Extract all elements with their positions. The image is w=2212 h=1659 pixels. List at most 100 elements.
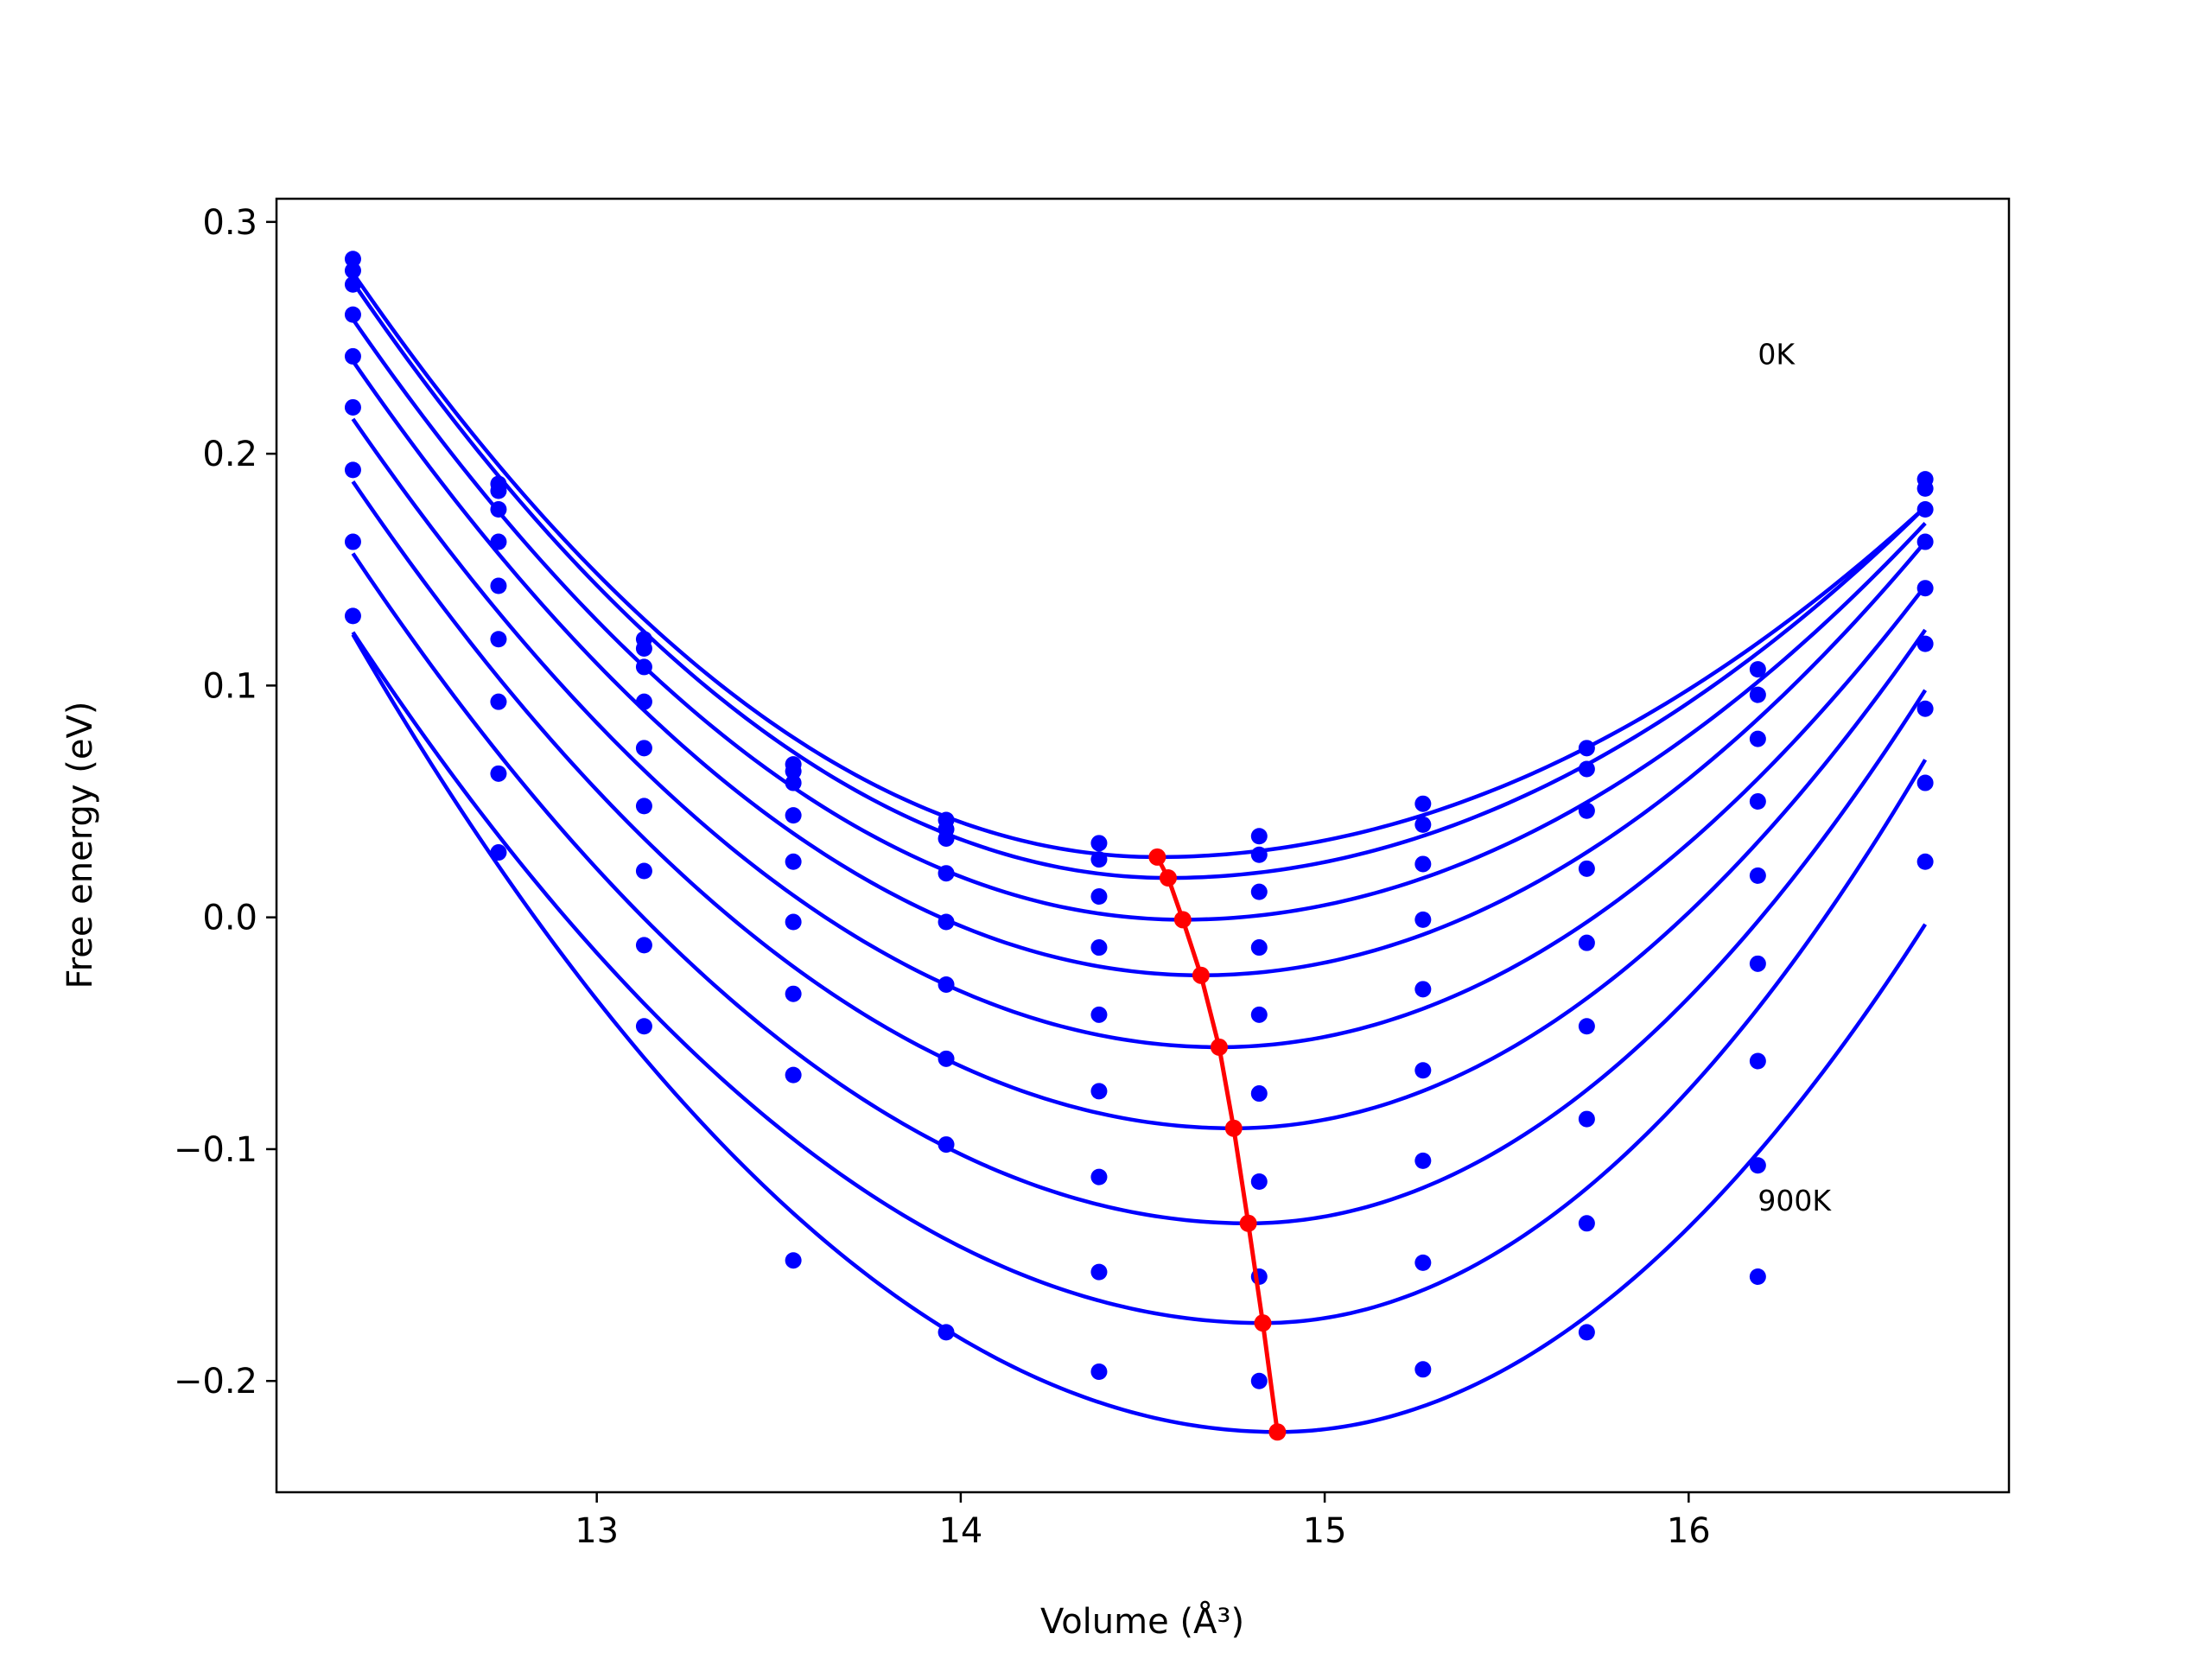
data-point-5-9 xyxy=(1749,955,1766,972)
equilibrium-line xyxy=(1148,848,1287,1441)
equilibrium-point-2 xyxy=(1173,911,1192,929)
data-point-8-10 xyxy=(1916,853,1934,870)
data-point-2-6 xyxy=(1250,883,1268,900)
data-point-4-0 xyxy=(344,347,361,365)
data-point-8-9 xyxy=(1749,1268,1766,1285)
data-point-3-9 xyxy=(1749,793,1766,810)
y-tick-label-4: 0.2 xyxy=(202,435,257,474)
data-point-5-8 xyxy=(1578,1018,1595,1035)
data-point-7-0 xyxy=(344,533,361,550)
data-point-1-5 xyxy=(1090,851,1108,868)
data-point-7-9 xyxy=(1749,1157,1766,1174)
data-point-1-2 xyxy=(635,639,652,657)
data-point-0-7 xyxy=(1414,795,1432,812)
data-point-6-3 xyxy=(785,985,802,1002)
data-point-3-1 xyxy=(490,533,507,550)
data-point-2-7 xyxy=(1414,855,1432,873)
data-point-8-7 xyxy=(1414,1361,1432,1378)
data-point-5-0 xyxy=(344,398,361,416)
data-point-6-1 xyxy=(490,693,507,710)
data-point-2-3 xyxy=(785,774,802,791)
data-point-2-10 xyxy=(1916,500,1934,518)
data-point-0-0 xyxy=(344,251,361,268)
data-point-2-8 xyxy=(1578,802,1595,819)
data-point-2-0 xyxy=(344,276,361,293)
data-point-2-1 xyxy=(490,500,507,518)
data-point-5-7 xyxy=(1414,1062,1432,1079)
x-tick-label-0: 13 xyxy=(575,1511,619,1551)
data-point-7-2 xyxy=(635,937,652,954)
data-point-3-3 xyxy=(785,807,802,824)
data-point-1-3 xyxy=(785,763,802,780)
data-point-4-1 xyxy=(490,577,507,594)
fit-curve-3 xyxy=(351,359,1927,977)
data-point-8-5 xyxy=(1090,1363,1108,1380)
fit-curve-8 xyxy=(351,633,1928,1434)
data-point-5-1 xyxy=(490,631,507,648)
plot-area-frame xyxy=(275,197,2011,1494)
data-point-0-5 xyxy=(1090,835,1108,852)
x-axis-label-main: Volume xyxy=(1040,1602,1169,1642)
data-point-3-7 xyxy=(1414,911,1432,928)
data-point-1-8 xyxy=(1578,760,1595,778)
fit-curve-7 xyxy=(351,631,1928,1325)
y-axis-ticks: −0.2 −0.1 0.0 0.1 0.2 0.3 xyxy=(174,203,276,1402)
data-point-4-10 xyxy=(1916,580,1934,597)
data-point-6-0 xyxy=(344,461,361,479)
data-point-7-10 xyxy=(1916,774,1934,791)
equilibrium-point-7 xyxy=(1254,1314,1272,1332)
data-point-0-8 xyxy=(1578,740,1595,757)
data-point-3-10 xyxy=(1916,533,1934,550)
data-point-5-4 xyxy=(938,976,955,993)
data-point-7-4 xyxy=(938,1136,955,1154)
fit-curve-6 xyxy=(351,552,1928,1226)
data-point-3-4 xyxy=(938,865,955,882)
x-tick-label-3: 16 xyxy=(1667,1511,1711,1551)
data-point-1-7 xyxy=(1414,816,1432,833)
x-axis-ticks: 13 14 15 16 xyxy=(575,1492,1711,1551)
data-point-6-8 xyxy=(1578,1110,1595,1128)
y-tick-label-1: −0.1 xyxy=(174,1130,257,1170)
data-point-6-2 xyxy=(635,862,652,880)
data-point-7-7 xyxy=(1414,1254,1432,1271)
equilibrium-point-8 xyxy=(1268,1423,1287,1441)
data-point-2-4 xyxy=(938,830,955,847)
equilibrium-point-6 xyxy=(1239,1214,1257,1232)
data-point-4-3 xyxy=(785,853,802,870)
y-tick-label-2: 0.0 xyxy=(202,899,257,938)
data-point-4-2 xyxy=(635,740,652,757)
equilibrium-point-1 xyxy=(1159,869,1177,887)
fit-curve-1 xyxy=(351,281,1927,880)
data-point-5-6 xyxy=(1250,1085,1268,1103)
data-point-8-0 xyxy=(344,607,361,625)
x-axis-label-unit: (Å³) xyxy=(1179,1600,1244,1642)
data-point-8-4 xyxy=(938,1324,955,1341)
data-point-2-5 xyxy=(1090,888,1108,906)
equilibrium-point-3 xyxy=(1192,966,1210,984)
data-point-8-3 xyxy=(785,1252,802,1269)
data-point-1-10 xyxy=(1916,480,1934,497)
data-point-8-8 xyxy=(1578,1324,1595,1341)
data-point-7-1 xyxy=(490,765,507,782)
equilibrium-point-4 xyxy=(1210,1038,1228,1056)
data-point-0-9 xyxy=(1749,661,1766,678)
y-axis-label: Free energy (eV) xyxy=(60,702,100,989)
data-point-2-2 xyxy=(635,658,652,676)
data-point-4-4 xyxy=(938,913,955,931)
data-point-8-1 xyxy=(490,844,507,861)
data-point-7-3 xyxy=(785,1066,802,1084)
y-tick-label-3: 0.1 xyxy=(202,666,257,706)
x-axis-label: Volume (Å³) xyxy=(1040,1600,1244,1642)
data-point-6-9 xyxy=(1749,1052,1766,1070)
data-point-7-8 xyxy=(1578,1215,1595,1232)
equilibrium-point-0 xyxy=(1148,848,1166,866)
data-point-2-9 xyxy=(1749,730,1766,747)
data-point-6-6 xyxy=(1250,1173,1268,1191)
annotation-900k: 900K xyxy=(1758,1184,1832,1217)
data-point-3-6 xyxy=(1250,939,1268,957)
data-point-1-1 xyxy=(490,482,507,499)
x-tick-label-2: 15 xyxy=(1303,1511,1347,1551)
data-point-3-8 xyxy=(1578,860,1595,877)
